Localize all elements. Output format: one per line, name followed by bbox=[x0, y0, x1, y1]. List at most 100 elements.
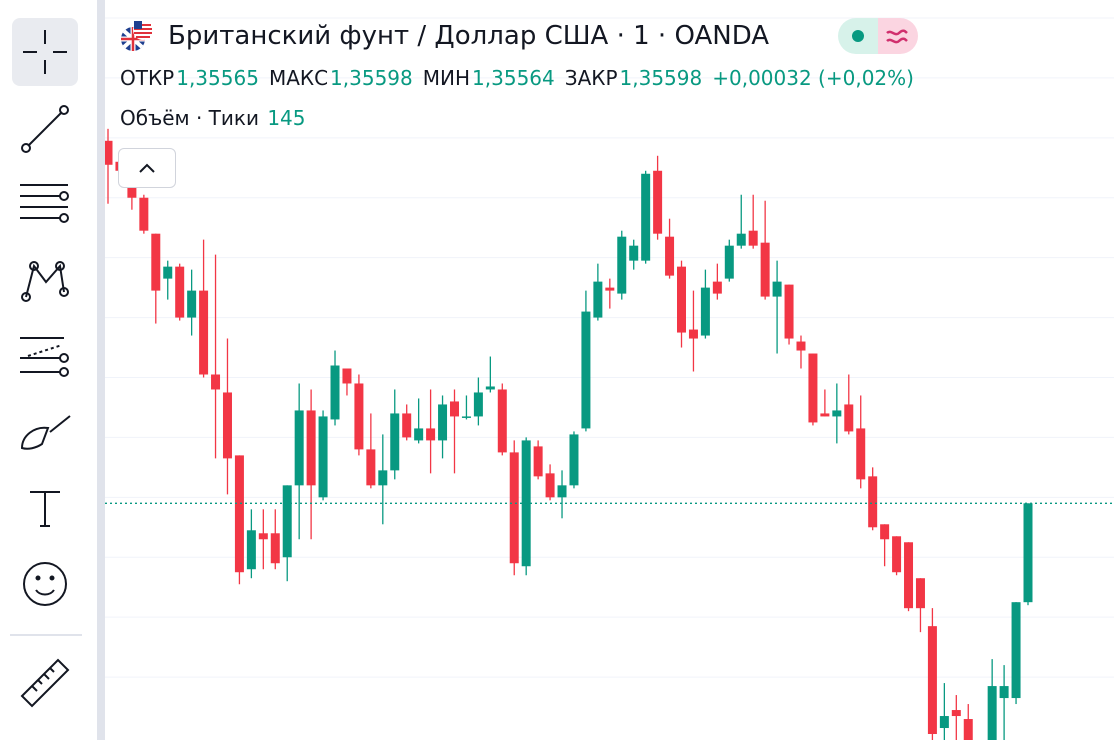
candle-body bbox=[904, 542, 914, 609]
candle-body bbox=[414, 428, 424, 441]
legend: Британский фунт / Доллар США · 1 · OANDA… bbox=[120, 14, 924, 138]
candle-body bbox=[892, 536, 902, 573]
symbol-row: Британский фунт / Доллар США · 1 · OANDA bbox=[120, 14, 924, 58]
candle-body bbox=[545, 473, 555, 498]
symbol-flag bbox=[121, 20, 153, 51]
candle-body bbox=[581, 311, 591, 429]
candle-body bbox=[473, 392, 483, 417]
ruler-icon[interactable] bbox=[20, 658, 70, 708]
ohlc-label: МИН bbox=[422, 66, 471, 90]
candle-body bbox=[700, 287, 710, 336]
candle-body bbox=[187, 290, 197, 318]
candle-body bbox=[402, 413, 412, 438]
candle-body bbox=[222, 392, 232, 459]
candle-body bbox=[999, 686, 1009, 699]
candle-body bbox=[868, 476, 878, 528]
trend-line-icon[interactable] bbox=[21, 105, 69, 153]
candle-body bbox=[234, 455, 244, 573]
drawing-toolbar bbox=[0, 0, 97, 740]
candle-body bbox=[366, 449, 376, 486]
ohlc-value: 1,35564 bbox=[472, 66, 555, 90]
candle-body bbox=[915, 578, 925, 609]
candle-body bbox=[951, 710, 961, 717]
candle-body bbox=[270, 533, 280, 564]
candle-body bbox=[438, 404, 448, 441]
candle-body bbox=[939, 716, 949, 729]
candle-body bbox=[987, 686, 997, 740]
candle-body bbox=[306, 410, 316, 486]
candle-body bbox=[342, 368, 352, 384]
candle-body bbox=[557, 485, 567, 498]
candle-body bbox=[736, 233, 746, 246]
candle-body bbox=[677, 266, 687, 333]
price-chart bbox=[105, 17, 1114, 740]
candle-body bbox=[880, 524, 890, 540]
candle-body bbox=[318, 416, 328, 498]
brush-icon[interactable] bbox=[20, 415, 71, 450]
candle-body bbox=[426, 428, 436, 441]
emoji-icon[interactable] bbox=[23, 562, 67, 606]
forecast-icon[interactable] bbox=[20, 337, 69, 377]
candle-body bbox=[712, 281, 722, 294]
candle-body bbox=[282, 485, 292, 558]
candle-body bbox=[139, 197, 149, 231]
candle-body bbox=[820, 413, 830, 417]
volume-label: Объём · Тики bbox=[120, 106, 259, 130]
collapse-button[interactable] bbox=[118, 148, 176, 188]
candle-body bbox=[796, 341, 806, 351]
candle-body bbox=[378, 470, 388, 486]
candle-body bbox=[832, 410, 842, 417]
candle-body bbox=[294, 410, 304, 486]
volume-value: 145 bbox=[267, 106, 306, 130]
ohlc-row: ОТКР 1,35565 МАКС 1,35598 МИН 1,35564 ЗАКР 1,35… bbox=[120, 58, 924, 98]
candle-body bbox=[175, 266, 185, 318]
ohlc-value: 1,35565 bbox=[176, 66, 259, 90]
candle-body bbox=[354, 383, 364, 450]
candle-body bbox=[449, 401, 459, 417]
candle-body bbox=[724, 245, 734, 279]
symbol-title[interactable]: Британский фунт / Доллар США · 1 · OANDA bbox=[168, 21, 770, 51]
candle-body bbox=[808, 353, 818, 423]
crosshair-icon[interactable] bbox=[23, 30, 67, 74]
toolbar-divider bbox=[97, 0, 105, 740]
candle-body bbox=[497, 389, 507, 453]
candle-body bbox=[856, 428, 866, 480]
candle-body bbox=[629, 245, 639, 261]
ohlc-label: ОТКР bbox=[120, 66, 175, 90]
candle-body bbox=[927, 626, 937, 735]
candle-body bbox=[641, 173, 651, 261]
ohlc-value: 1,35598 bbox=[330, 66, 413, 90]
candle-body bbox=[653, 170, 663, 234]
crosshair-button[interactable] bbox=[12, 18, 78, 86]
candle-body bbox=[593, 281, 603, 318]
status-badge[interactable] bbox=[838, 18, 918, 54]
candle-body bbox=[784, 284, 794, 339]
status-icons bbox=[838, 18, 918, 54]
candle-body bbox=[569, 434, 579, 486]
ohlc-value: 1,35598 bbox=[619, 66, 703, 90]
pattern-icon[interactable] bbox=[21, 261, 69, 302]
candle-body bbox=[533, 446, 543, 477]
candle-body bbox=[963, 719, 973, 740]
candle-body bbox=[211, 374, 221, 390]
candle-body bbox=[760, 242, 770, 297]
change-value: +0,00032 (+0,02%) bbox=[712, 66, 914, 90]
candle-body bbox=[163, 266, 173, 279]
candle-body bbox=[665, 236, 675, 276]
ohlc-label: МАКС bbox=[268, 66, 329, 90]
candle-body bbox=[330, 365, 340, 420]
fib-icon[interactable] bbox=[20, 184, 69, 223]
candle-body bbox=[748, 230, 758, 246]
text-icon[interactable] bbox=[30, 491, 60, 527]
volume-row: Объём · Тики 145 bbox=[120, 98, 924, 138]
candle-body bbox=[844, 404, 854, 432]
candle-body bbox=[199, 290, 209, 375]
candle-body bbox=[1023, 503, 1033, 603]
candle-body bbox=[485, 386, 495, 390]
ohlc-label: ЗАКР bbox=[564, 66, 618, 90]
candle-body bbox=[105, 140, 113, 165]
candle-body bbox=[151, 233, 161, 291]
candle-body bbox=[258, 533, 268, 540]
candle-body bbox=[246, 530, 256, 570]
